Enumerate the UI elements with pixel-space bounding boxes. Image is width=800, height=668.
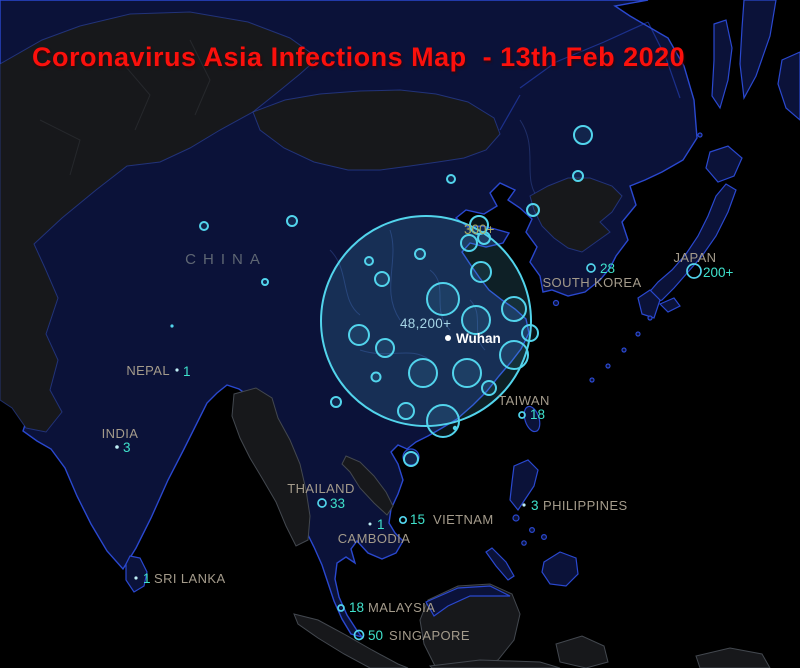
infection-bubble [348, 324, 370, 346]
country-label: INDIA [102, 426, 139, 441]
infection-marker [134, 576, 138, 580]
infection-count: 18 [349, 600, 364, 615]
infection-bubble [414, 248, 426, 260]
russia-internal-lines [39, 39, 211, 176]
landmass-taiwan [523, 405, 541, 433]
landmass-mainland-asia [0, 0, 698, 639]
infection-bubble [199, 221, 209, 231]
landmass-north-korea [529, 177, 623, 253]
infection-bubble [460, 234, 478, 252]
infection-bubble [374, 271, 390, 287]
outbreak-sub-label: 300+ [464, 222, 495, 237]
infection-marker [522, 503, 526, 507]
landmass-new-guinea [695, 647, 771, 668]
infection-count: 50 [368, 628, 383, 643]
bubble-layer [170, 125, 593, 467]
country-label: SOUTH KOREA [542, 275, 641, 290]
infection-count: 28 [600, 261, 615, 276]
infection-bubble [261, 278, 269, 286]
page-title: Coronavirus Asia Infections Map - 13th F… [32, 42, 686, 72]
infection-marker [175, 368, 179, 372]
country-borders [499, 21, 681, 131]
infection-marker [586, 263, 596, 273]
infection-count: 1 [377, 517, 385, 532]
infection-count: 1 [143, 571, 151, 586]
infection-bubble [573, 125, 593, 145]
infection-bubble [452, 425, 458, 431]
country-label: CAMBODIA [338, 531, 411, 546]
infection-marker [115, 445, 119, 449]
infection-bubble [481, 380, 497, 396]
infection-count: 33 [330, 496, 345, 511]
country-label: THAILAND [287, 481, 355, 496]
infection-marker [317, 498, 327, 508]
infection-marker [368, 522, 372, 526]
landmass-philippines [485, 459, 579, 587]
wuhan-label: Wuhan [456, 331, 501, 346]
country-label: MALAYSIA [368, 600, 435, 615]
landmass-sulawesi [555, 635, 609, 668]
landmass-east-malaysia [425, 585, 511, 617]
infection-bubble [330, 396, 342, 408]
infection-count: 200+ [703, 265, 734, 280]
country-label: VIETNAM [433, 512, 494, 527]
wuhan-dot [445, 335, 451, 341]
infection-count: 3 [123, 440, 131, 455]
infection-count: 18 [530, 407, 545, 422]
landmass-myanmar [231, 387, 311, 547]
infection-bubble [170, 324, 174, 328]
infection-bubble [364, 256, 374, 266]
infection-count: 1 [183, 364, 191, 379]
infection-bubble [501, 296, 527, 322]
small-islands [552, 132, 703, 383]
infection-bubble [521, 324, 539, 342]
outbreak-total-label: 48,200+ [400, 316, 451, 331]
country-label: SINGAPORE [389, 628, 470, 643]
infection-bubble [426, 282, 460, 316]
infection-count: 3 [531, 498, 539, 513]
infection-marker [398, 515, 408, 525]
landmass-sumatra [293, 613, 409, 668]
infection-bubble [572, 170, 584, 182]
infection-bubble [446, 174, 456, 184]
infection-bubble [470, 261, 492, 283]
infection-marker [337, 604, 345, 612]
landmass-japan [637, 0, 800, 319]
region-label-china: CHINA [185, 251, 267, 268]
infection-bubble [452, 358, 482, 388]
infection-marker [518, 411, 526, 419]
infection-bubble [375, 338, 395, 358]
infection-marker [686, 263, 702, 279]
infection-bubble [477, 231, 491, 245]
infection-bubble [461, 305, 491, 335]
landmass-sri-lanka [125, 555, 148, 593]
country-label: JAPAN [674, 250, 717, 265]
infection-bubble [370, 371, 382, 383]
landmass-mongolia [252, 89, 501, 171]
country-label: NEPAL [126, 363, 170, 378]
landmass-central-asia-russia [0, 11, 319, 433]
country-label: PHILIPPINES [543, 498, 628, 513]
infection-count: 15 [410, 512, 425, 527]
infection-bubble [426, 404, 460, 438]
marker-layer [115, 263, 702, 641]
infection-bubble [403, 451, 419, 467]
infection-marker [353, 629, 365, 641]
infection-bubble [408, 358, 438, 388]
infection-bubble [397, 402, 415, 420]
infection-bubble [499, 340, 529, 370]
landmass-laos [341, 455, 394, 516]
country-label: TAIWAN [498, 393, 550, 408]
infection-bubble [286, 215, 298, 227]
infection-bubble [526, 203, 540, 217]
country-label: SRI LANKA [154, 571, 226, 586]
